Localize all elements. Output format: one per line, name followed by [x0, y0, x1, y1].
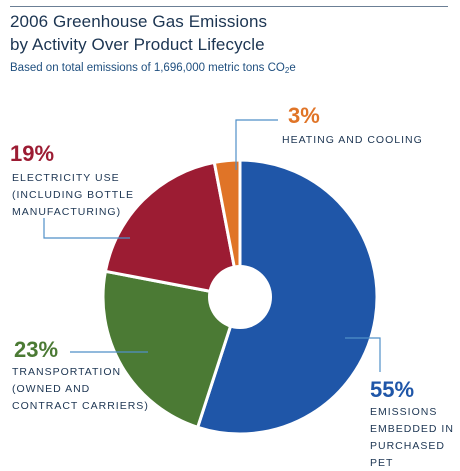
- category-label-electricity-line-2: (INCLUDING BOTTLE: [12, 189, 135, 201]
- chart-title-line-1: 2006 Greenhouse Gas Emissions: [10, 12, 268, 31]
- donut-hole: [208, 265, 272, 329]
- leader-line-heating: [235, 119, 278, 170]
- leader-line-pet: [345, 337, 381, 372]
- category-label-electricity-line-3: MANUFACTURING): [12, 206, 122, 218]
- pct-label-transportation: 23%: [14, 337, 59, 362]
- category-label-transportation-line-2: (OWNED AND: [12, 383, 91, 395]
- chart-subtitle: Based on total emissions of 1,696,000 me…: [10, 62, 296, 75]
- category-label-transportation-line-3: CONTRACT CARRIERS): [12, 400, 149, 412]
- category-label-transportation: TRANSPORTATION (OWNED AND CONTRACT CARRI…: [12, 364, 149, 415]
- pct-label-electricity: 19%: [10, 141, 55, 166]
- category-label-heating-line: HEATING AND COOLING: [282, 134, 423, 146]
- pct-label-pet: 55%: [370, 377, 415, 402]
- slice-heating: [212, 158, 242, 299]
- category-label-pet-line-2: EMBEDDED IN: [370, 423, 454, 435]
- category-label-pet-line-1: EMISSIONS: [370, 406, 438, 418]
- category-label-electricity-line-1: ELECTRICITY USE: [12, 172, 120, 184]
- chart-title: 2006 Greenhouse Gas Emissions by Activit…: [10, 10, 440, 56]
- subtitle-text: Based on total emissions of 1,696,000 me…: [10, 62, 285, 74]
- leader-line-electricity: [43, 218, 130, 239]
- category-label-electricity: ELECTRICITY USE (INCLUDING BOTTLE MANUFA…: [12, 170, 134, 221]
- slice-pet: [196, 158, 379, 436]
- category-label-pet-line-3: PURCHASED: [370, 440, 445, 452]
- slice-electricity: [103, 160, 242, 299]
- pct-label-heating: 3%: [288, 103, 320, 128]
- slice-transportation: [101, 269, 242, 429]
- category-label-heating: HEATING AND COOLING: [282, 132, 423, 149]
- category-label-pet-line-4: PET: [370, 457, 394, 469]
- subtitle-subscript: 2: [284, 66, 290, 75]
- category-label-transportation-line-1: TRANSPORTATION: [12, 366, 122, 378]
- chart-title-line-2: by Activity Over Product Lifecycle: [10, 35, 265, 54]
- top-rule: [10, 6, 448, 7]
- subtitle-suffix: e: [289, 62, 296, 74]
- category-label-pet: EMISSIONS EMBEDDED IN PURCHASED PET: [370, 404, 454, 471]
